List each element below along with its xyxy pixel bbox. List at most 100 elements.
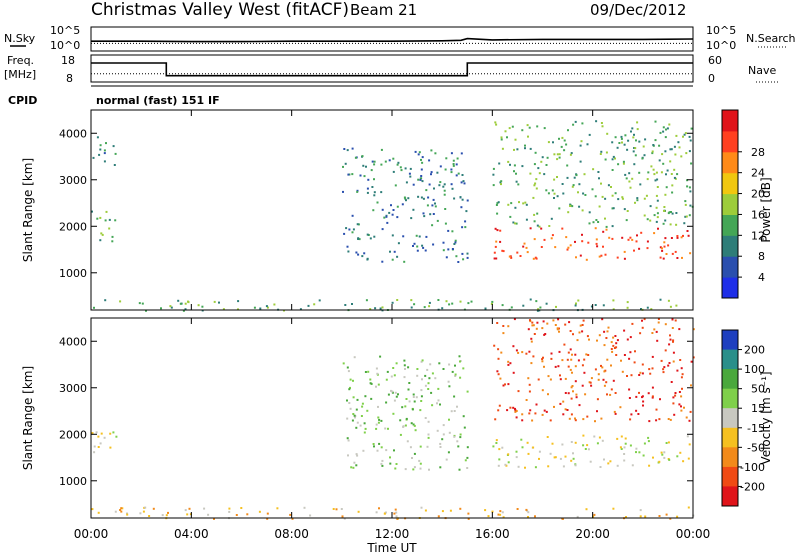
echo-cell bbox=[520, 438, 523, 441]
echo-cell bbox=[621, 141, 623, 144]
echo-cell bbox=[535, 403, 538, 406]
echo-cell bbox=[346, 437, 349, 440]
echo-cell bbox=[576, 515, 579, 518]
echo-cell bbox=[276, 507, 279, 510]
echo-cell bbox=[428, 159, 431, 162]
echo-cell bbox=[396, 255, 399, 258]
echo-cell bbox=[661, 247, 663, 250]
echo-cell bbox=[112, 431, 115, 434]
colorbar-tick-label: -50 bbox=[747, 441, 765, 454]
echo-cell bbox=[442, 241, 445, 244]
echo-cell bbox=[516, 251, 519, 254]
echo-cell bbox=[99, 144, 102, 147]
echo-cell bbox=[657, 318, 660, 320]
echo-cell bbox=[386, 221, 389, 224]
echo-cell bbox=[661, 453, 664, 456]
echo-cell bbox=[400, 169, 403, 172]
echo-cell bbox=[148, 515, 151, 517]
echo-cell bbox=[671, 327, 674, 329]
echo-cell bbox=[420, 400, 423, 402]
echo-cell bbox=[246, 513, 249, 516]
echo-cell bbox=[611, 237, 614, 240]
echo-cell bbox=[455, 255, 458, 258]
echo-cell bbox=[647, 440, 650, 443]
echo-cell bbox=[679, 359, 682, 361]
echo-cell bbox=[568, 417, 571, 420]
echo-cell bbox=[525, 399, 528, 401]
echo-cell bbox=[553, 192, 556, 195]
echo-cell bbox=[394, 391, 397, 394]
echo-cell bbox=[103, 436, 106, 439]
echo-cell bbox=[528, 126, 531, 129]
echo-cell bbox=[595, 120, 598, 123]
echo-cell bbox=[531, 321, 534, 324]
echo-cell bbox=[579, 160, 582, 163]
echo-cell bbox=[454, 239, 457, 242]
echo-cell bbox=[655, 330, 658, 333]
echo-cell bbox=[403, 364, 406, 367]
echo-cell bbox=[466, 252, 469, 255]
echo-cell bbox=[414, 429, 417, 432]
echo-cell bbox=[558, 207, 561, 210]
echo-cell bbox=[672, 351, 675, 354]
nsearch-label: N.Search bbox=[746, 32, 796, 45]
echo-cell bbox=[659, 246, 662, 249]
echo-cell bbox=[671, 252, 674, 255]
echo-cell bbox=[407, 197, 410, 200]
echo-cell bbox=[623, 250, 626, 253]
echo-cell bbox=[447, 380, 450, 383]
echo-cell bbox=[665, 173, 667, 176]
echo-cell bbox=[672, 396, 675, 399]
echo-cell bbox=[421, 156, 424, 159]
echo-cell bbox=[111, 235, 114, 238]
echo-cell bbox=[607, 462, 610, 465]
echo-cell bbox=[631, 127, 634, 130]
echo-cell bbox=[651, 396, 654, 399]
echo-cell bbox=[364, 371, 367, 373]
echo-cell bbox=[395, 395, 398, 398]
nsky-right-tick-top: 10^5 bbox=[706, 24, 736, 37]
echo-cell bbox=[682, 234, 684, 237]
echo-cell bbox=[662, 257, 665, 260]
echo-cell bbox=[424, 374, 427, 377]
echo-cell bbox=[581, 209, 584, 212]
echo-cell bbox=[510, 306, 513, 309]
echo-cell bbox=[467, 512, 470, 515]
echo-cell bbox=[266, 517, 269, 520]
echo-cell bbox=[647, 171, 650, 174]
colorbar-tick-label: 100 bbox=[744, 363, 765, 376]
echo-cell bbox=[410, 422, 413, 425]
echo-cell bbox=[369, 378, 372, 381]
echo-cell bbox=[581, 364, 584, 367]
echo-cell bbox=[424, 249, 427, 252]
echo-cell bbox=[582, 319, 585, 322]
echo-cell bbox=[506, 136, 508, 139]
echo-cell bbox=[392, 209, 395, 211]
echo-cell bbox=[553, 197, 555, 199]
echo-cell bbox=[603, 458, 605, 461]
echo-cell bbox=[629, 351, 632, 354]
echo-cell bbox=[497, 409, 500, 412]
echo-cell bbox=[593, 435, 596, 438]
echo-cell bbox=[201, 305, 204, 308]
echo-cell bbox=[569, 205, 572, 207]
echo-cell bbox=[527, 328, 530, 331]
echo-cell bbox=[650, 308, 653, 311]
echo-cell bbox=[420, 158, 422, 161]
echo-cell bbox=[600, 417, 603, 420]
echo-cell bbox=[676, 236, 679, 239]
echo-cell bbox=[384, 511, 387, 514]
echo-cell bbox=[462, 180, 465, 183]
echo-cell bbox=[568, 321, 571, 324]
echo-cell bbox=[558, 350, 561, 353]
echo-cell bbox=[665, 513, 668, 516]
echo-cell bbox=[564, 377, 567, 380]
echo-cell bbox=[356, 190, 359, 193]
echo-cell bbox=[566, 358, 569, 361]
echo-cell bbox=[674, 319, 677, 322]
echo-cell bbox=[377, 421, 380, 424]
echo-cell bbox=[373, 235, 376, 238]
echo-cell bbox=[461, 226, 464, 229]
echo-cell bbox=[596, 410, 598, 413]
echo-cell bbox=[98, 153, 101, 156]
